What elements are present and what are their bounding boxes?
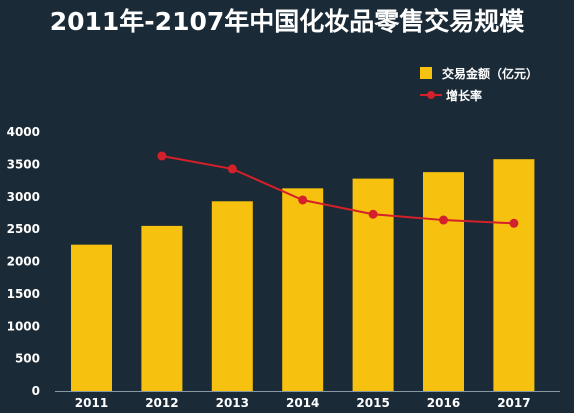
x-tick-label: 2013 <box>216 396 249 410</box>
growth-point <box>368 209 378 219</box>
y-tick-label: 3000 <box>7 190 40 204</box>
growth-point <box>439 215 448 225</box>
growth-point <box>227 164 237 174</box>
legend-item-amount: 交易金额（亿元） <box>420 62 538 84</box>
y-tick-label: 500 <box>15 352 40 366</box>
x-tick-label: 2016 <box>427 396 460 410</box>
y-tick-label: 2500 <box>7 222 40 236</box>
y-tick-label: 2000 <box>7 255 40 269</box>
bar <box>141 225 183 391</box>
bar <box>71 244 112 391</box>
x-tick-label: 2014 <box>286 396 319 410</box>
legend-item-growth: 增长率 <box>420 84 538 106</box>
growth-point <box>157 151 167 161</box>
bar <box>211 201 253 391</box>
growth-point <box>509 218 519 228</box>
x-tick-label: 2017 <box>497 396 530 410</box>
bar <box>423 172 464 391</box>
growth-point <box>298 195 308 205</box>
legend-label-growth: 增长率 <box>446 88 483 103</box>
legend-swatch-line <box>420 89 442 101</box>
growth-line <box>161 154 514 225</box>
chart-title: 2011年-2107年中国化妆品零售交易规模 <box>49 7 525 36</box>
x-tick-label: 2015 <box>356 396 389 410</box>
x-tick-label: 2012 <box>145 396 178 410</box>
legend-label-amount: 交易金额（亿元） <box>442 66 539 81</box>
chart-legend: 交易金额（亿元） 增长率 <box>420 62 538 106</box>
x-tick-label: 2011 <box>75 396 108 410</box>
legend-swatch-bar <box>420 67 432 79</box>
bar <box>282 188 324 391</box>
y-tick-label: 1000 <box>7 319 40 333</box>
bar <box>493 159 535 391</box>
y-tick-label: 3500 <box>7 157 40 171</box>
y-tick-label: 4000 <box>7 125 40 139</box>
y-tick-label: 1500 <box>7 287 40 301</box>
y-tick-label: 0 <box>32 384 40 398</box>
